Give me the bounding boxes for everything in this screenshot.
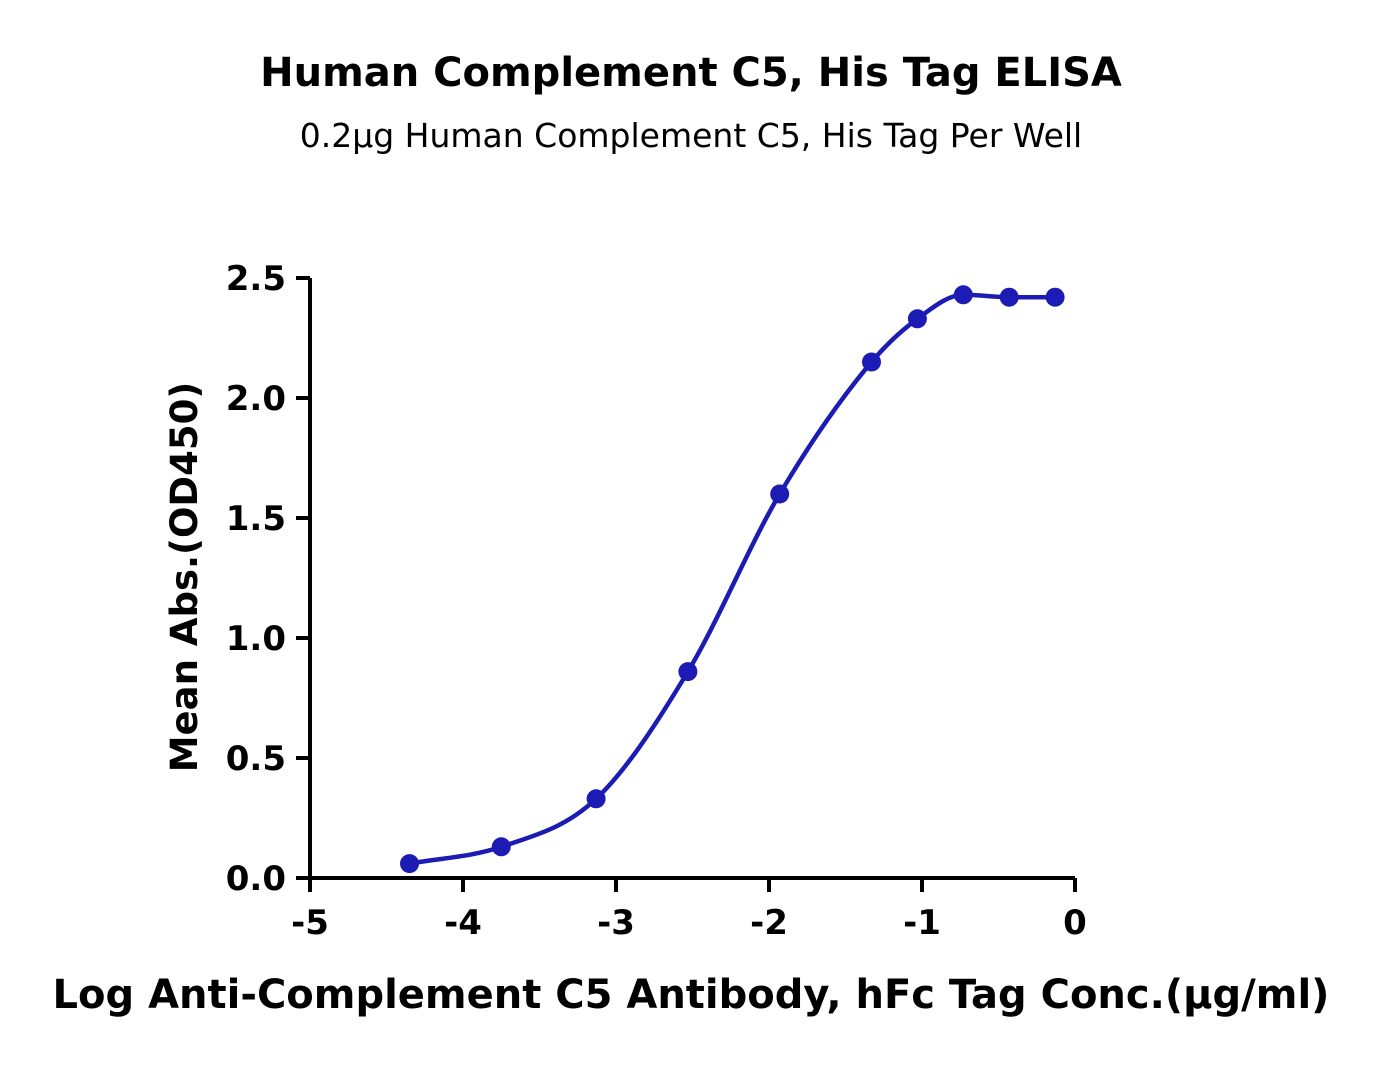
chart-title: Human Complement C5, His Tag ELISA [260, 50, 1122, 96]
y-axis-label: Mean Abs.(OD450) [163, 381, 206, 773]
x-tick-label: -4 [444, 903, 482, 943]
data-point [678, 662, 698, 682]
data-point [491, 837, 511, 857]
x-tick-label: -1 [903, 903, 941, 943]
y-tick-label: 0.0 [226, 859, 286, 899]
x-tick-label: 0 [1063, 903, 1087, 943]
data-point [1045, 287, 1065, 307]
axes [308, 278, 1075, 880]
x-tick-label: -2 [750, 903, 788, 943]
x-axis-label: Log Anti-Complement C5 Antibody, hFc Tag… [52, 972, 1330, 1018]
data-point [400, 854, 419, 874]
data-points [400, 285, 1065, 874]
data-point [586, 789, 606, 809]
data-point [862, 352, 881, 372]
x-tick-label: -3 [597, 903, 635, 943]
y-tick-label: 1.5 [226, 499, 286, 539]
y-tick-label: 1.0 [226, 619, 286, 659]
axis-ticks [296, 276, 1077, 892]
data-point [999, 287, 1019, 307]
y-tick-label: 2.5 [226, 259, 286, 299]
y-tick-label: 2.0 [226, 379, 286, 419]
chart-subtitle: 0.2µg Human Complement C5, His Tag Per W… [299, 116, 1083, 155]
axis-tick-labels: -5 -4 -3 -2 -1 0 0.0 0.5 1.0 1.5 2.0 2.5 [226, 259, 1087, 943]
data-point [953, 285, 973, 305]
x-tick-label: -5 [291, 903, 329, 943]
y-tick-label: 0.5 [226, 739, 286, 779]
data-point [907, 309, 927, 329]
data-point [770, 484, 790, 504]
axis-line [308, 278, 1075, 880]
fit-curve [407, 292, 1058, 866]
